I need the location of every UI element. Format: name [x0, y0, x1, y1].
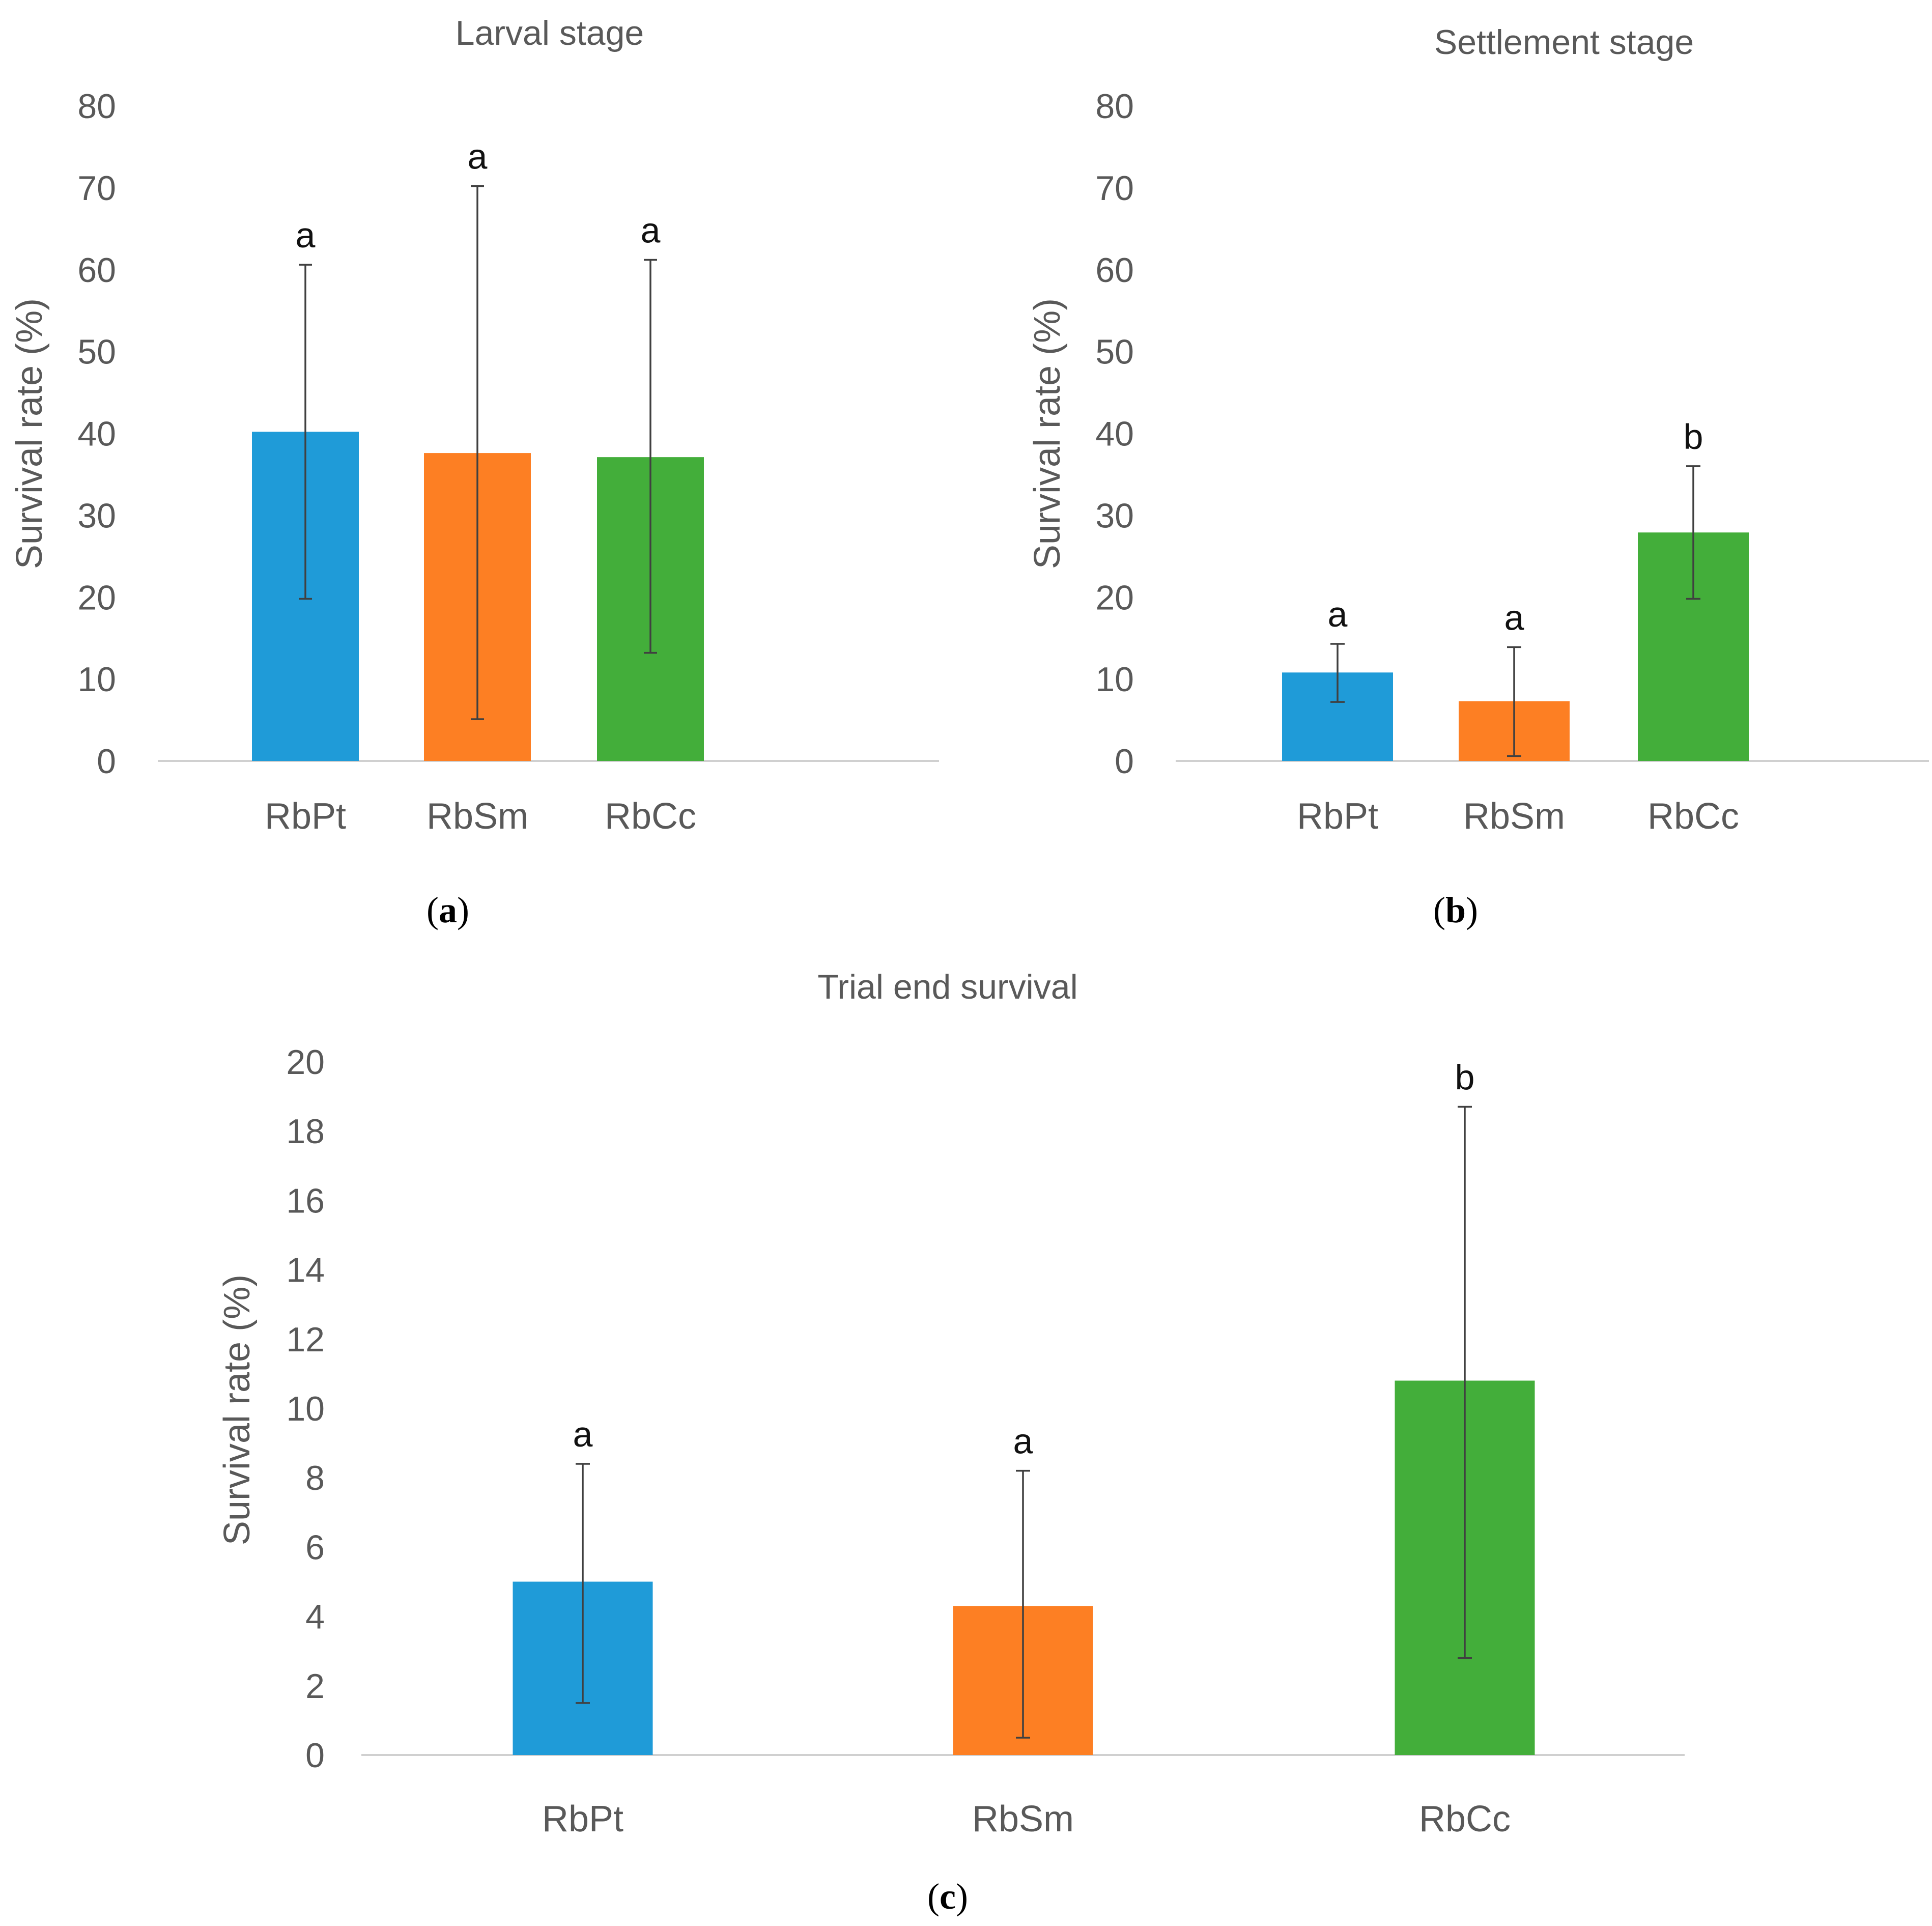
chart-c-y-tick-label: 10 — [286, 1390, 325, 1428]
chart-b-y-tick-label: 20 — [1095, 578, 1134, 617]
chart-c-title: Trial end survival — [817, 968, 1077, 1006]
chart-a-significance-letter-rbcc: a — [641, 210, 661, 250]
chart-b-panel-label: (b) — [1433, 890, 1478, 930]
chart-c-y-tick-label: 18 — [286, 1112, 325, 1151]
chart-b-y-tick-label: 50 — [1095, 333, 1134, 372]
chart-c-y-tick-label: 4 — [305, 1598, 325, 1636]
chart-a-y-tick-label: 30 — [77, 496, 116, 535]
chart-b-significance-letter-rbpt: a — [1328, 594, 1348, 634]
chart-a-x-tick-label-rbsm: RbSm — [427, 796, 528, 837]
chart-a-x-tick-label-rbpt: RbPt — [265, 796, 346, 837]
chart-b-x-tick-label-rbpt: RbPt — [1297, 796, 1378, 837]
chart-c-significance-letter-rbsm: a — [1013, 1422, 1033, 1461]
chart-c-y-tick-label: 20 — [286, 1043, 325, 1082]
chart-c-y-tick-label: 0 — [305, 1736, 325, 1775]
chart-c-significance-letter-rbcc: b — [1455, 1058, 1475, 1097]
chart-c-x-tick-label-rbpt: RbPt — [542, 1799, 623, 1839]
chart-a-y-tick-label: 0 — [97, 742, 116, 781]
chart-c-panel-label: (c) — [927, 1876, 968, 1917]
chart-c-y-tick-label: 14 — [286, 1251, 325, 1290]
chart-b-y-tick-label: 40 — [1095, 415, 1134, 454]
chart-a-y-tick-label: 60 — [77, 251, 116, 290]
chart-b-y-tick-label: 10 — [1095, 660, 1134, 699]
chart-b-y-tick-label: 70 — [1095, 169, 1134, 208]
chart-c-x-tick-label-rbsm: RbSm — [972, 1799, 1074, 1839]
chart-b-significance-letter-rbsm: a — [1504, 598, 1524, 637]
chart-a-significance-letter-rbsm: a — [468, 137, 488, 177]
chart-c-y-tick-label: 8 — [305, 1459, 325, 1497]
chart-b-y-tick-label: 60 — [1095, 251, 1134, 290]
chart-a-title: Larval stage — [456, 14, 644, 52]
chart-b-x-tick-label-rbcc: RbCc — [1647, 796, 1739, 837]
chart-b-x-tick-label-rbsm: RbSm — [1463, 796, 1565, 837]
chart-a-significance-letter-rbpt: a — [296, 215, 316, 255]
chart-b-y-tick-label: 0 — [1115, 742, 1134, 781]
chart-a-y-tick-label: 40 — [77, 415, 116, 454]
chart-a-y-tick-label: 20 — [77, 578, 116, 617]
chart-c-y-tick-label: 12 — [286, 1320, 325, 1359]
chart-a-y-axis-label: Survival rate (%) — [9, 298, 50, 569]
chart-b-y-tick-label: 80 — [1095, 87, 1134, 126]
chart-b-significance-letter-rbcc: b — [1684, 417, 1703, 457]
chart-a-y-tick-label: 80 — [77, 87, 116, 126]
chart-c-y-tick-label: 16 — [286, 1181, 325, 1220]
chart-c-y-tick-label: 2 — [305, 1667, 325, 1706]
chart-c-y-tick-label: 6 — [305, 1528, 325, 1567]
chart-b-y-axis-label: Survival rate (%) — [1027, 298, 1068, 569]
chart-a-x-tick-label-rbcc: RbCc — [605, 796, 696, 837]
chart-c-significance-letter-rbpt: a — [573, 1414, 593, 1454]
chart-b-y-tick-label: 30 — [1095, 496, 1134, 535]
chart-c-y-axis-label: Survival rate (%) — [217, 1274, 258, 1545]
chart-a-y-tick-label: 10 — [77, 660, 116, 699]
chart-a-panel-label: (a) — [427, 890, 469, 930]
chart-a-y-tick-label: 50 — [77, 333, 116, 372]
chart-a-y-tick-label: 70 — [77, 169, 116, 208]
chart-b-title: Settlement stage — [1434, 23, 1694, 62]
chart-c-x-tick-label-rbcc: RbCc — [1419, 1799, 1511, 1839]
